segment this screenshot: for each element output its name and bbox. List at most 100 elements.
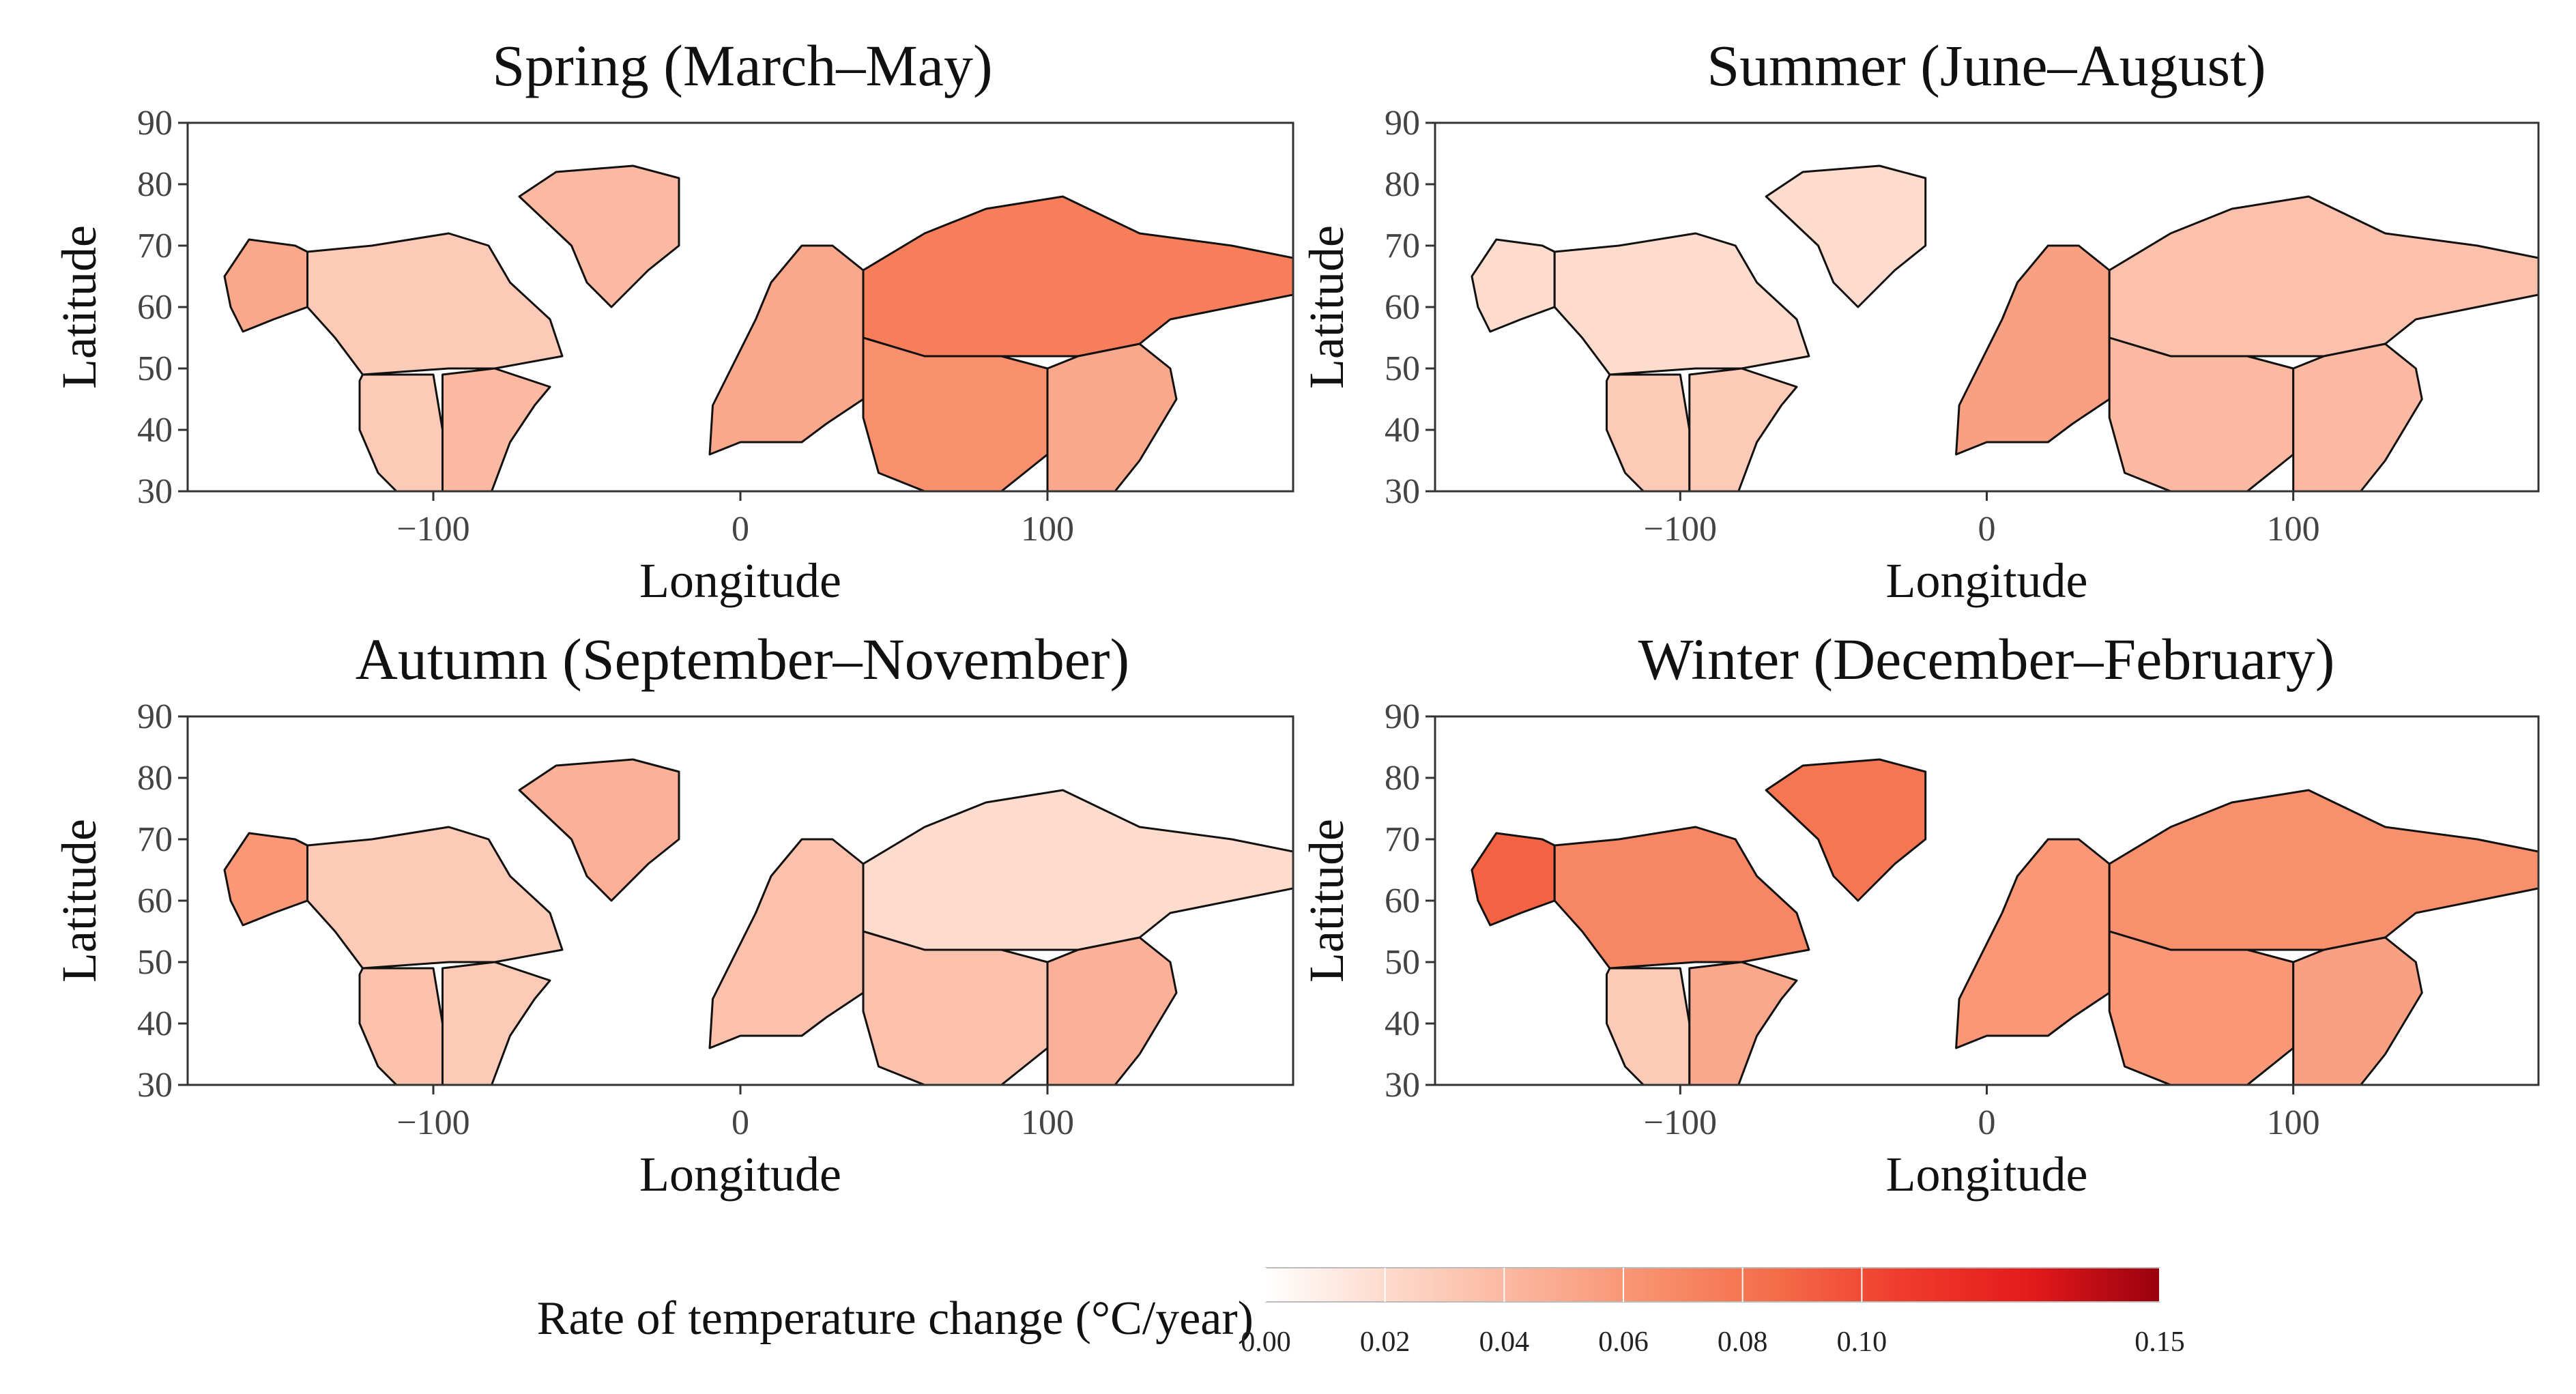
- y-tick-label: 60: [1385, 882, 1420, 920]
- region-greenland: [518, 758, 680, 902]
- region-western-united-states: [1606, 373, 1691, 491]
- region-eastern-north-america: [1688, 367, 1798, 491]
- region-europe: [1955, 244, 2111, 456]
- legend: Rate of temperature change (°C/year)0.00…: [537, 1267, 2185, 1358]
- region-northern-canada: [1553, 232, 1810, 376]
- colorbar: [1265, 1267, 2160, 1303]
- x-tick-label: 100: [2267, 1103, 2320, 1142]
- y-tick-label: 80: [1385, 759, 1420, 798]
- region-central-asia: [2108, 930, 2295, 1085]
- x-tick-label: 0: [1978, 510, 1996, 549]
- y-axis-title: Latitude: [1299, 819, 1354, 983]
- x-tick-label: 0: [732, 1103, 749, 1142]
- x-tick-label: −100: [396, 510, 469, 549]
- panel-title: Winter (December–February): [1638, 626, 2335, 692]
- y-tick-label: 60: [1385, 288, 1420, 327]
- y-axis-title: Latitude: [52, 819, 106, 983]
- y-tick-label: 40: [137, 1004, 173, 1043]
- map-regions: [223, 758, 1293, 1085]
- y-tick-label: 60: [137, 288, 173, 327]
- region-central-asia: [2108, 336, 2295, 491]
- y-tick-label: 30: [137, 472, 173, 511]
- map-regions: [1471, 164, 2538, 491]
- region-eastern-north-america: [442, 367, 551, 491]
- x-tick-label: 0: [732, 510, 749, 549]
- y-tick-label: 90: [1385, 697, 1420, 736]
- region-central-asia: [862, 930, 1049, 1085]
- y-tick-label: 40: [1385, 411, 1420, 450]
- region-western-united-states: [358, 967, 444, 1085]
- x-axis-title: Longitude: [1886, 553, 2088, 608]
- y-tick-label: 50: [137, 943, 173, 982]
- y-tick-label: 30: [137, 1066, 173, 1105]
- region-europe: [708, 244, 865, 456]
- region-greenland: [1765, 758, 1927, 902]
- y-tick-label: 30: [1385, 472, 1420, 511]
- colorbar-tick-label: 0.00: [1241, 1326, 1291, 1358]
- colorbar-tick-label: 0.15: [2134, 1326, 2185, 1358]
- y-tick-label: 50: [1385, 943, 1420, 982]
- x-axis-title: Longitude: [639, 553, 841, 608]
- panel-title: Summer (June–August): [1707, 33, 2266, 98]
- panel-4: Winter (December–February) 30 40 50 60 70 80 90…: [1299, 626, 2540, 1202]
- panel-3: Autumn (September–November) 30 40 50 60 70 80 9…: [52, 626, 1294, 1202]
- x-tick-label: 0: [1978, 1103, 1996, 1142]
- y-axis-title: Latitude: [52, 225, 106, 389]
- y-tick-label: 70: [137, 820, 173, 859]
- region-western-united-states: [1606, 967, 1691, 1085]
- region-greenland: [1765, 164, 1927, 308]
- panel-title: Spring (March–May): [492, 33, 992, 98]
- x-axis-title: Longitude: [639, 1147, 841, 1202]
- y-tick-label: 80: [137, 759, 173, 798]
- x-tick-label: 100: [1021, 1103, 1074, 1142]
- colorbar-tick-label: 0.10: [1837, 1326, 1887, 1358]
- y-tick-label: 30: [1385, 1066, 1420, 1105]
- panel-1: Spring (March–May) 30 40 50 60 70 80 90 −100 0 100…: [52, 33, 1294, 608]
- x-axis-title: Longitude: [1886, 1147, 2088, 1202]
- region-east-asia: [2292, 343, 2423, 491]
- x-tick-label: −100: [1644, 1103, 1717, 1142]
- region-east-asia: [1046, 936, 1178, 1085]
- map-regions: [1471, 758, 2538, 1085]
- y-axis-title: Latitude: [1299, 225, 1354, 389]
- y-tick-label: 40: [137, 411, 173, 450]
- y-tick-label: 90: [137, 697, 173, 736]
- region-western-united-states: [358, 373, 444, 491]
- region-greenland: [518, 164, 680, 308]
- y-tick-label: 90: [1385, 104, 1420, 143]
- region-northern-canada: [306, 232, 564, 376]
- y-tick-label: 70: [1385, 227, 1420, 265]
- y-tick-label: 80: [137, 165, 173, 204]
- x-tick-label: −100: [1644, 510, 1717, 549]
- panel-title: Autumn (September–November): [356, 626, 1129, 692]
- x-tick-label: −100: [396, 1103, 469, 1142]
- colorbar-tick-label: 0.08: [1718, 1326, 1768, 1358]
- region-europe: [708, 838, 865, 1049]
- y-tick-label: 40: [1385, 1004, 1420, 1043]
- colorbar-tick-label: 0.02: [1360, 1326, 1410, 1358]
- map-regions: [223, 164, 1293, 491]
- y-tick-label: 70: [1385, 820, 1420, 859]
- region-eastern-north-america: [1688, 961, 1798, 1085]
- region-central-asia: [862, 336, 1049, 491]
- legend-title: Rate of temperature change (°C/year): [537, 1292, 1254, 1345]
- y-tick-label: 90: [137, 104, 173, 143]
- y-tick-label: 50: [137, 349, 173, 388]
- region-east-asia: [2292, 936, 2423, 1085]
- x-tick-label: 100: [2267, 510, 2320, 549]
- region-east-asia: [1046, 343, 1178, 491]
- region-northern-canada: [306, 826, 564, 970]
- y-tick-label: 50: [1385, 349, 1420, 388]
- colorbar-tick-label: 0.04: [1479, 1326, 1530, 1358]
- y-tick-label: 60: [137, 882, 173, 920]
- region-eastern-north-america: [442, 961, 551, 1085]
- region-northern-canada: [1553, 826, 1810, 970]
- region-europe: [1955, 838, 2111, 1049]
- colorbar-tick-label: 0.06: [1598, 1326, 1649, 1358]
- panels: Spring (March–May) 30 40 50 60 70 80 90 −100 0 100…: [52, 33, 2540, 1202]
- y-tick-label: 70: [137, 227, 173, 265]
- y-tick-label: 80: [1385, 165, 1420, 204]
- panel-2: Summer (June–August) 30 40 50 60 70 80 90 −100 0 1…: [1299, 33, 2540, 608]
- x-tick-label: 100: [1021, 510, 1074, 549]
